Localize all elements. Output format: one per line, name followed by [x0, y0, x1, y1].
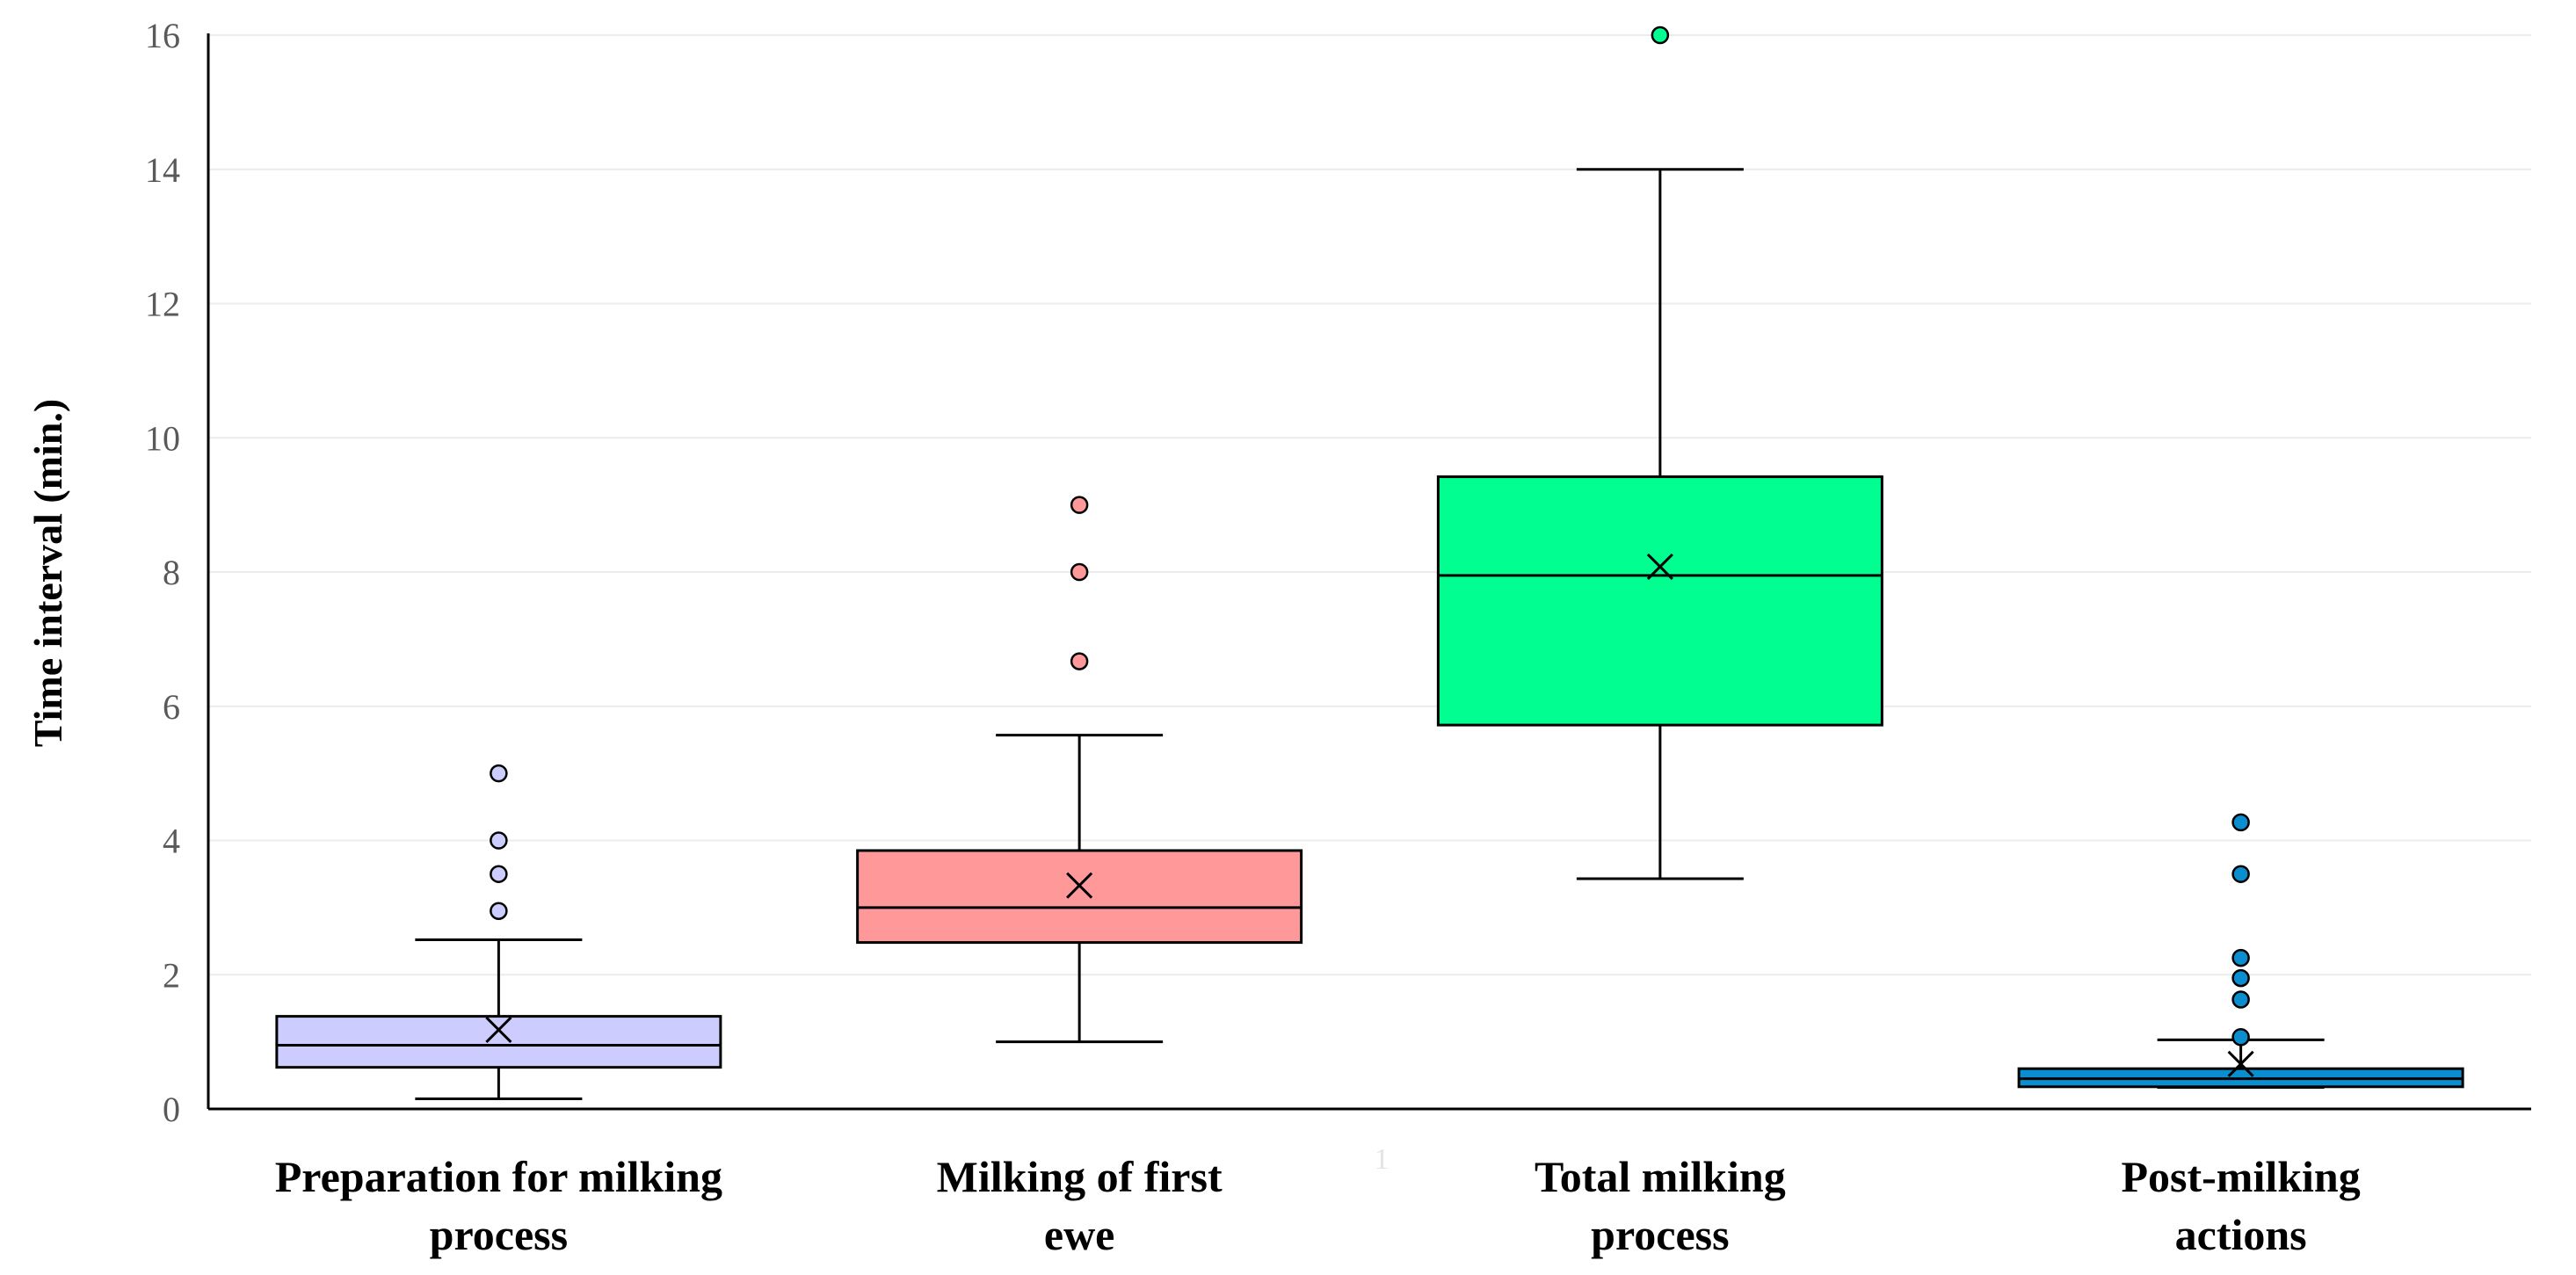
category-label: Milking of first [937, 1152, 1223, 1201]
mean-marker [2227, 1050, 2254, 1077]
y-tick-label: 12 [145, 285, 180, 324]
y-tick-label: 2 [163, 955, 180, 995]
category-label: process [430, 1210, 568, 1259]
y-tick-label: 16 [145, 16, 180, 55]
category-label: Post-milking [2122, 1152, 2361, 1201]
box-iqr [1436, 475, 1883, 727]
y-tick-label: 0 [163, 1090, 180, 1129]
outlier-point [490, 831, 508, 850]
box-4 [2017, 813, 2464, 1090]
category-label: Preparation for milking [275, 1152, 722, 1201]
outlier-point [2231, 865, 2250, 883]
outlier-point [2231, 813, 2250, 832]
outlier-point [490, 902, 508, 920]
mean-marker [1646, 553, 1673, 580]
mean-marker [485, 1016, 512, 1043]
category-labels: Preparation for milking process Milking of… [275, 1152, 2361, 1259]
box-3 [1436, 25, 1883, 880]
y-tick-label: 14 [145, 150, 180, 190]
y-tick-label: 8 [163, 553, 180, 592]
box-1 [275, 764, 722, 1101]
box-series [275, 25, 2464, 1101]
outlier-point [1070, 652, 1089, 670]
y-tick-label: 10 [145, 418, 180, 458]
box-iqr [856, 849, 1303, 945]
y-axis-title: Time interval (min.) [25, 399, 70, 747]
gridlines [208, 34, 2531, 976]
category-label: process [1591, 1210, 1729, 1259]
y-tick-label: 4 [163, 822, 180, 861]
outlier-point [1651, 25, 1670, 45]
category-label: actions [2175, 1210, 2307, 1259]
outlier-point [490, 764, 508, 783]
outlier-point [2231, 968, 2250, 988]
outlier-point [1070, 562, 1089, 582]
axes [207, 33, 2531, 1111]
outlier-point [1070, 496, 1089, 514]
outlier-point [2231, 948, 2250, 967]
box-2 [856, 496, 1303, 1044]
y-axis-ticks: 0 2 4 6 8 10 12 14 16 [145, 16, 180, 1129]
outlier-point [490, 865, 508, 883]
x-axis-faint-label: 1 [1375, 1143, 1390, 1176]
category-label: Total milking [1535, 1152, 1786, 1201]
outlier-point [2231, 1028, 2250, 1047]
category-label: ewe [1044, 1210, 1115, 1259]
box-iqr [275, 1015, 722, 1069]
mean-marker [1066, 872, 1093, 899]
y-tick-label: 6 [163, 687, 180, 727]
outlier-point [2231, 990, 2250, 1009]
